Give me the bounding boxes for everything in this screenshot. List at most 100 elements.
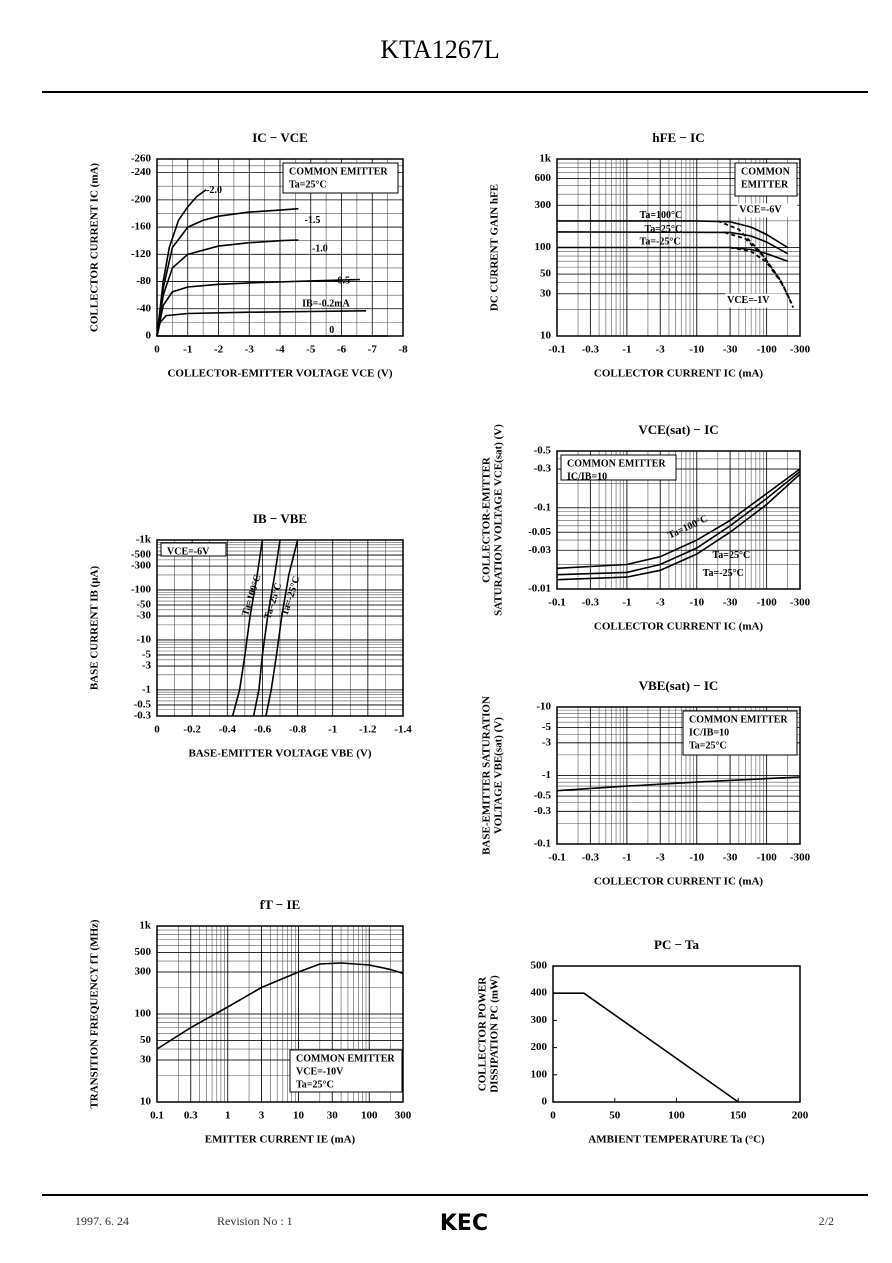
x-tick-label: -10 <box>689 852 704 864</box>
footer-logo: KEC <box>440 1211 488 1236</box>
x-tick-label: 0 <box>154 344 160 356</box>
y-tick-label: 300 <box>535 199 552 211</box>
x-tick-label: -0.1 <box>548 852 565 864</box>
x-tick-label: -300 <box>790 852 811 864</box>
series-line <box>556 468 801 570</box>
y-axis-label: SATURATION VOLTAGE VCE(sat) (V) <box>493 424 505 616</box>
x-tick-label: -1 <box>183 344 192 356</box>
y-tick-label: -10 <box>536 701 551 713</box>
y-tick-label: -5 <box>542 721 552 733</box>
note-text: COMMON EMITTER <box>567 458 666 469</box>
y-tick-label: -0.3 <box>134 710 152 722</box>
x-tick-label: -0.3 <box>582 852 600 864</box>
x-tick-label: -0.1 <box>548 597 565 609</box>
y-tick-label: 0 <box>146 330 152 342</box>
header-title: KTA1267L <box>380 35 499 64</box>
note-text: COMMON EMITTER <box>289 166 388 177</box>
y-tick-label: 200 <box>531 1041 548 1053</box>
x-axis-label: COLLECTOR CURRENT IC (mA) <box>594 876 764 888</box>
series-label: Ta=100°C <box>640 210 683 221</box>
note-text: IC/IB=10 <box>567 471 607 482</box>
x-tick-label: -7 <box>368 344 378 356</box>
y-tick-label: 400 <box>531 987 548 999</box>
chart-title: IB − VBE <box>253 511 307 526</box>
x-tick-label: -100 <box>757 597 778 609</box>
y-tick-label: -300 <box>131 560 152 572</box>
x-tick-label: -0.4 <box>219 724 237 736</box>
x-tick-label: -3 <box>656 852 666 864</box>
y-axis-label: COLLECTOR CURRENT IC (mA) <box>89 163 101 333</box>
x-tick-label: -1 <box>622 344 631 356</box>
x-tick-label: -1.4 <box>394 724 412 736</box>
y-axis-label: VOLTAGE VBE(sat) (V) <box>493 717 505 834</box>
series-line <box>729 246 795 308</box>
chart-title: hFE − IC <box>652 130 704 145</box>
x-tick-label: -2 <box>214 344 224 356</box>
chart-title: IC − VCE <box>252 130 308 145</box>
y-tick-label: -40 <box>136 302 151 314</box>
note-text: VCE=-10V <box>296 1066 344 1077</box>
note-text: VCE=-6V <box>167 546 210 557</box>
x-tick-label: 1 <box>225 1110 231 1122</box>
series-line <box>156 188 207 337</box>
chart-title: fT − IE <box>260 897 300 912</box>
y-tick-label: -30 <box>136 610 151 622</box>
note-text: IC/IB=10 <box>689 727 729 738</box>
y-tick-label: 1k <box>539 153 552 165</box>
series-label: -1.5 <box>305 215 321 226</box>
x-tick-label: -100 <box>757 344 778 356</box>
series-line <box>556 776 801 792</box>
plot-frame <box>156 925 404 1103</box>
series-line <box>156 278 360 337</box>
annotation: VCE=-1V <box>727 295 770 306</box>
y-tick-label: 30 <box>140 1054 152 1066</box>
x-tick-label: 0 <box>550 1110 556 1122</box>
y-tick-label: 100 <box>531 1068 548 1080</box>
y-tick-label: -0.5 <box>534 445 552 457</box>
footer-page: 2/2 <box>819 1214 834 1228</box>
y-tick-label: 600 <box>535 172 552 184</box>
plot-frame <box>556 450 801 590</box>
x-tick-label: -1 <box>622 597 631 609</box>
series-label: Ta=-25°C <box>640 236 681 247</box>
x-tick-label: -10 <box>689 597 704 609</box>
series-line <box>156 310 367 337</box>
series-line <box>156 207 299 337</box>
x-tick-label: -6 <box>337 344 347 356</box>
annotation: VCE=-6V <box>739 205 782 216</box>
y-tick-label: -200 <box>131 193 152 205</box>
x-tick-label: -0.8 <box>289 724 307 736</box>
y-tick-label: 100 <box>535 241 552 253</box>
y-tick-label: 500 <box>531 960 548 972</box>
y-tick-label: -240 <box>131 166 152 178</box>
y-tick-label: -0.1 <box>534 838 551 850</box>
chart-title: PC − Ta <box>654 937 699 952</box>
series-line <box>556 231 789 255</box>
x-tick-label: -300 <box>790 344 811 356</box>
chart-title: VCE(sat) − IC <box>638 422 718 437</box>
note-box <box>682 710 798 756</box>
plot-frame <box>556 706 801 845</box>
plot-frame <box>552 965 801 1103</box>
series-label: -1.0 <box>312 244 328 255</box>
x-tick-label: 0.3 <box>184 1110 198 1122</box>
x-tick-label: -3 <box>656 597 666 609</box>
x-tick-label: 50 <box>609 1110 621 1122</box>
series-line <box>556 473 801 581</box>
y-tick-label: 300 <box>135 966 152 978</box>
y-tick-label: -0.05 <box>528 526 551 538</box>
x-tick-label: 100 <box>668 1110 685 1122</box>
y-tick-label: 50 <box>540 268 552 280</box>
y-axis-label: BASE CURRENT IB (μA) <box>89 566 101 691</box>
series-line <box>231 539 264 717</box>
x-tick-label: -4 <box>275 344 285 356</box>
x-tick-label: -30 <box>723 344 738 356</box>
y-tick-label: -0.3 <box>534 805 552 817</box>
series-line <box>252 539 281 717</box>
footer-revision: Revision No : 1 <box>217 1214 293 1228</box>
y-tick-label: -3 <box>542 736 552 748</box>
y-tick-label: -1k <box>136 534 152 546</box>
y-tick-label: -0.5 <box>134 698 152 710</box>
x-tick-label: 300 <box>395 1110 412 1122</box>
y-axis-label: TRANSITION FREQUENCY fT (MHz) <box>89 919 101 1108</box>
